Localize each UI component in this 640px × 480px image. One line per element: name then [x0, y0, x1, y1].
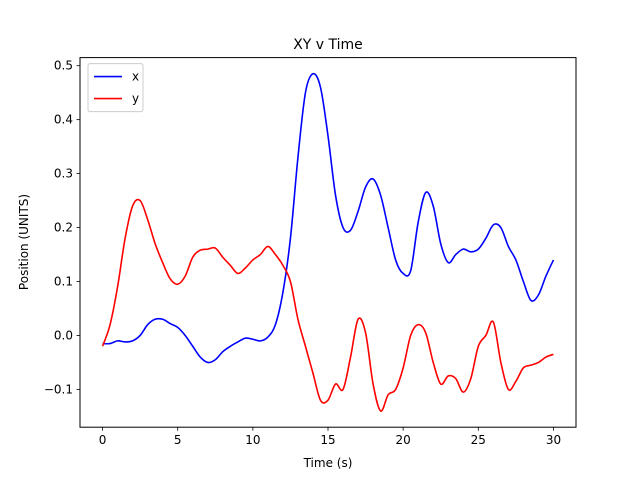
series-line-y [101, 198, 554, 412]
y-tick-label: −0.1 [44, 382, 73, 396]
x-tick-label: 0 [99, 433, 107, 447]
y-tick-label: 0.0 [54, 328, 73, 342]
legend: xy [87, 63, 144, 113]
x-axis: 0 5 10 15 20 25 30 [99, 427, 561, 447]
legend-label-y: y [132, 92, 139, 106]
x-axis-label: Time (s) [303, 456, 353, 470]
y-tick-label: 0.1 [54, 275, 73, 289]
series-line-x [102, 72, 555, 364]
series-layer [101, 72, 555, 412]
y-tick-label: 0.4 [54, 113, 73, 127]
plot-frame [79, 57, 577, 428]
x-tick-label: 30 [546, 433, 561, 447]
x-tick-label: 20 [396, 433, 411, 447]
y-axis-label: Position (UNITS) [17, 194, 31, 290]
chart-title: XY v Time [293, 37, 363, 53]
y-tick-label: 0.3 [54, 167, 73, 181]
x-tick-label: 25 [471, 433, 486, 447]
x-tick-label: 15 [320, 433, 335, 447]
y-tick-label: 0.2 [54, 221, 73, 235]
legend-label-x: x [132, 70, 139, 84]
x-tick-label: 5 [174, 433, 182, 447]
legend-box [87, 63, 144, 113]
y-axis: −0.1 0.0 0.1 0.2 0.3 0.4 0.5 [44, 59, 80, 396]
y-tick-label: 0.5 [54, 59, 73, 73]
x-tick-label: 10 [245, 433, 260, 447]
